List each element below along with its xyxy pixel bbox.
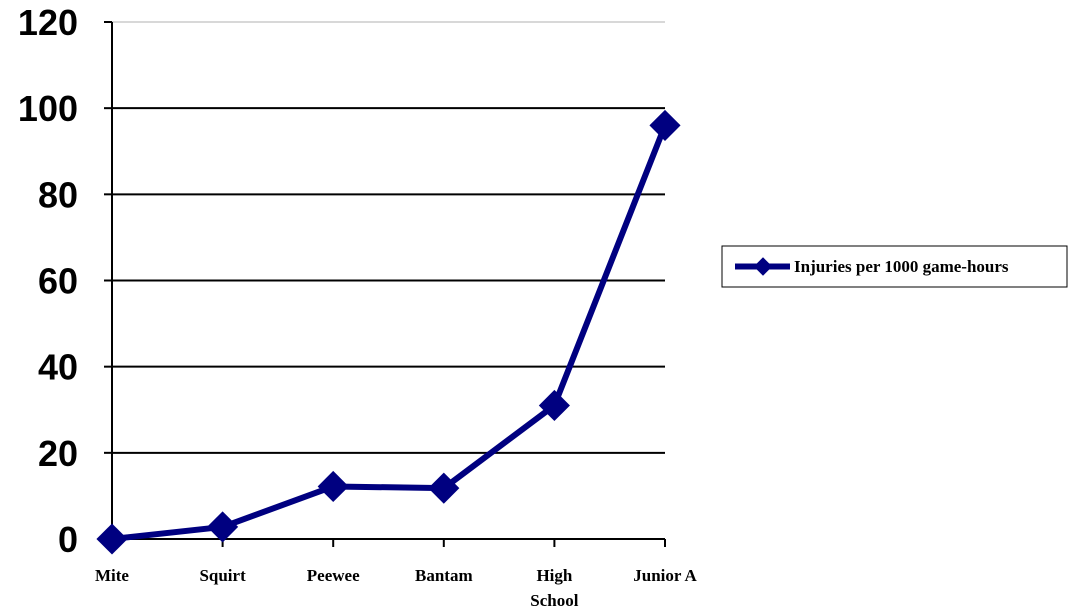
x-tick-label-2: Peewee [307, 566, 360, 585]
legend-label: Injuries per 1000 game-hours [794, 257, 1009, 276]
data-point-0-1 [207, 511, 239, 543]
data-point-0-5 [649, 109, 681, 141]
data-point-0-0 [96, 523, 128, 555]
x-axis-tick-labels: Mite Squirt Peewee Bantam High School Junior A [95, 566, 697, 610]
y-tick-label-20: 20 [38, 433, 78, 474]
gridlines [112, 21, 665, 454]
data-point-0-2 [317, 470, 349, 502]
x-tick-label-5: Junior A [633, 566, 697, 585]
y-axis-tick-labels: 0 20 40 60 80 100 120 [18, 2, 78, 560]
x-tick-label-0: Mite [95, 566, 129, 585]
series-group [96, 109, 681, 555]
axes [104, 21, 666, 547]
y-tick-label-40: 40 [38, 347, 78, 388]
x-tick-label-4: High School [530, 566, 578, 610]
data-point-0-4 [538, 389, 570, 421]
series-line-0 [109, 122, 668, 542]
legend: Injuries per 1000 game-hours [721, 245, 1068, 288]
y-tick-label-100: 100 [18, 88, 78, 129]
legend-swatch-marker [753, 257, 773, 276]
y-tick-label-0: 0 [58, 519, 78, 560]
x-tick-label-3: Bantam [415, 566, 473, 585]
y-tick-label-60: 60 [38, 261, 78, 302]
x-tick-label-1: Squirt [199, 566, 246, 585]
y-tick-label-80: 80 [38, 174, 78, 215]
y-tick-label-120: 120 [18, 2, 78, 43]
data-point-0-3 [428, 472, 460, 504]
